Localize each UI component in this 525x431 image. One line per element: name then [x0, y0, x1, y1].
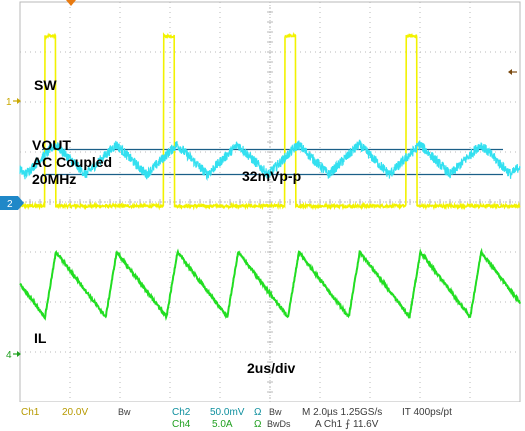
marker-tag: [0, 196, 18, 210]
marker-arrow: [18, 196, 24, 210]
ch4-termination-icon: Ω: [254, 419, 262, 430]
ch4-scale: 5.0A: [212, 419, 233, 430]
marker-arrow: [17, 98, 21, 104]
waveform-traces: [19, 31, 521, 322]
ch1-label: Ch1: [21, 407, 40, 418]
ch2-scale: 50.0mV: [210, 407, 245, 418]
ch1-scale: 20.0V: [62, 407, 89, 418]
timebase-label: 2us/div: [247, 360, 296, 376]
bandwidth-label: 20MHz: [32, 171, 77, 187]
marker-label: 1: [6, 97, 12, 108]
marker-label: 4: [6, 350, 12, 361]
sw-trace: [19, 31, 521, 211]
channel-markers: 1 2 4: [0, 0, 517, 361]
sw-label: SW: [34, 77, 57, 93]
ac-coupled-label: AC Coupled: [32, 154, 113, 170]
il-label: IL: [34, 330, 47, 346]
ch4-label: Ch4: [172, 419, 191, 430]
ch2-termination-icon: Ω: [254, 407, 262, 418]
ripple-label: 32mVp-p: [242, 168, 302, 184]
marker-label: 2: [7, 199, 13, 210]
horizontal-settings: M 2.0µs 1.25GS/s: [302, 407, 383, 418]
graticule: [19, 1, 521, 403]
il-trace: [19, 247, 521, 322]
trigger-level-icon: [508, 69, 512, 75]
ch1-ground-marker: 1: [6, 97, 21, 108]
vout-trace: [19, 139, 521, 182]
trigger-settings: A Ch1 ⨍ 11.6V: [315, 419, 379, 430]
marker-arrow: [17, 351, 21, 357]
ch2-label: Ch2: [172, 407, 191, 418]
ch2-bw-limit: Bw: [269, 407, 282, 417]
vout-label: VOUT: [32, 137, 71, 153]
record-resolution: IT 400ps/pt: [402, 407, 452, 418]
status-bar: Ch1 20.0V Bw Ch2 50.0mV Ω Bw M 2.0µs 1.2…: [0, 402, 525, 431]
ch4-bw-limit: BwDs: [267, 419, 291, 429]
ch1-bw-limit: Bw: [118, 407, 131, 417]
ch2-ground-marker: 2: [0, 196, 24, 210]
ch4-ground-marker: 4: [6, 350, 21, 361]
trigger-position-icon: [66, 0, 76, 6]
